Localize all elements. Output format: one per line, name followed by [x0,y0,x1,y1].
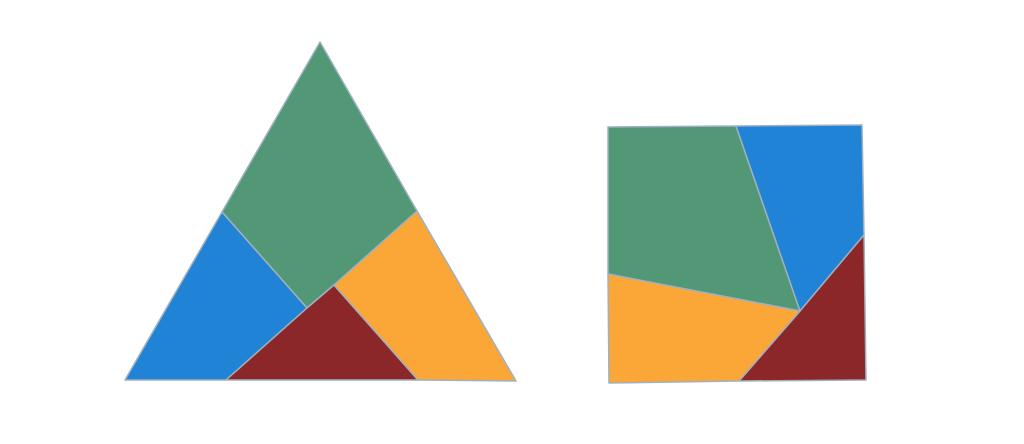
square-figure [607,124,867,384]
triangle-figure [124,41,517,382]
square-piece-orange [607,273,801,384]
triangle-piece-orange [333,210,517,382]
